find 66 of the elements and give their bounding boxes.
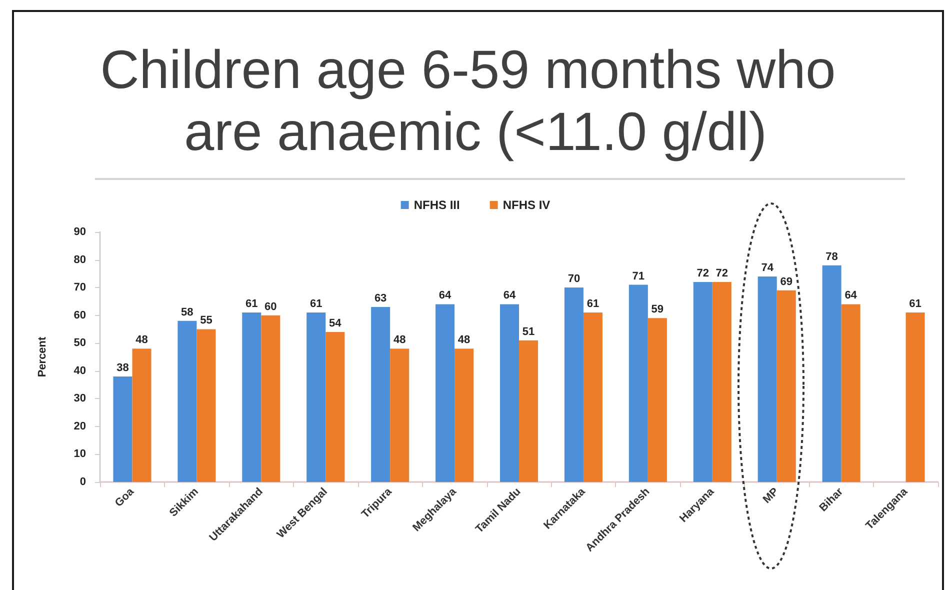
data-label: 64	[438, 290, 452, 302]
bar	[841, 304, 860, 482]
y-axis-title: Percent	[36, 336, 48, 378]
data-label: 55	[200, 314, 212, 327]
data-label: 51	[522, 326, 535, 338]
bar	[371, 307, 390, 482]
data-label: 64	[503, 290, 516, 302]
bar	[628, 284, 648, 482]
bar	[261, 315, 280, 482]
bar	[583, 312, 602, 482]
data-label: 69	[780, 276, 792, 288]
bar	[712, 282, 732, 482]
data-label: 48	[393, 334, 406, 346]
y-tick-label: 0	[80, 476, 86, 488]
bar	[776, 290, 796, 482]
bar	[242, 312, 262, 482]
bar	[648, 318, 667, 482]
data-label: 61	[586, 298, 600, 310]
bar	[390, 348, 410, 482]
bar	[454, 348, 474, 482]
y-tick-label: 80	[74, 254, 86, 266]
y-tick-label: 60	[74, 309, 86, 322]
y-tick-label: 50	[74, 337, 86, 350]
data-label: 78	[826, 250, 838, 263]
bar	[326, 332, 345, 482]
bar	[500, 304, 519, 482]
data-label: 38	[116, 362, 129, 374]
y-tick-label: 10	[74, 448, 86, 460]
data-label: 61	[310, 298, 322, 310]
x-tick-label: Goa	[112, 485, 138, 510]
bar	[436, 304, 455, 482]
data-label: 74	[761, 262, 774, 274]
bar	[196, 329, 216, 482]
x-tick-label: MP	[760, 486, 782, 506]
data-label: 48	[136, 334, 148, 346]
bar	[693, 282, 712, 482]
data-label: 71	[632, 270, 645, 282]
data-label: 64	[844, 290, 858, 302]
bar	[178, 320, 197, 482]
data-label: 58	[181, 306, 194, 318]
data-label: 48	[458, 334, 470, 346]
y-tick-label: 70	[74, 282, 86, 294]
data-label: 72	[716, 268, 728, 280]
y-tick-label: 30	[74, 392, 86, 405]
bar	[758, 276, 777, 482]
y-tick-label: 90	[74, 226, 86, 238]
y-tick-label: 20	[74, 420, 86, 432]
data-label: 54	[329, 318, 342, 330]
data-label: 70	[568, 273, 580, 286]
legend-label: NFHS IV	[502, 198, 550, 212]
legend-label: NFHS III	[414, 198, 460, 212]
bar	[519, 340, 538, 482]
data-label: 61	[246, 298, 258, 310]
chart-title: Children age 6-59 months who are anaemic (<11.0 g/dl)	[100, 40, 851, 162]
y-tick-label: 40	[74, 364, 86, 377]
data-label: 72	[696, 268, 709, 280]
data-label: 59	[651, 304, 664, 316]
bar	[306, 312, 326, 482]
bar	[906, 312, 925, 482]
bar	[564, 288, 584, 482]
bar	[132, 348, 152, 482]
data-label: 61	[909, 298, 922, 310]
data-label: 60	[264, 300, 277, 313]
bar	[113, 376, 132, 482]
data-label: 63	[374, 292, 387, 304]
bar	[822, 265, 842, 482]
